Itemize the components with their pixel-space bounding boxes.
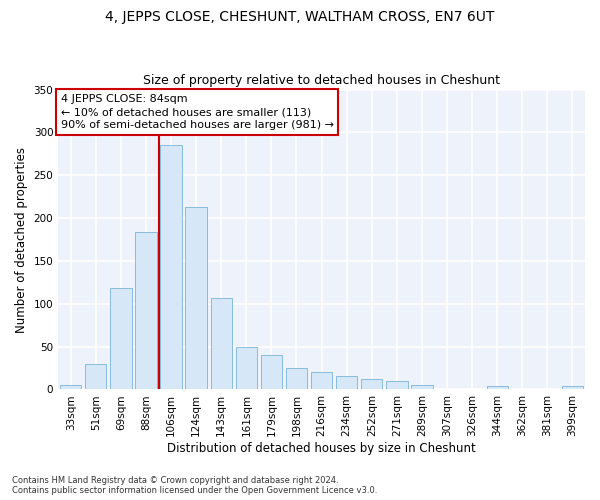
Text: 4 JEPPS CLOSE: 84sqm
← 10% of detached houses are smaller (113)
90% of semi-deta: 4 JEPPS CLOSE: 84sqm ← 10% of detached h… (61, 94, 334, 130)
Bar (411, 385, 433, 390)
Bar (336, 376, 358, 390)
X-axis label: Distribution of detached houses by size in Cheshunt: Distribution of detached houses by size … (167, 442, 476, 455)
Bar (286, 368, 307, 390)
Y-axis label: Number of detached properties: Number of detached properties (15, 146, 28, 332)
Bar (361, 379, 382, 390)
Bar (160, 146, 182, 390)
Bar (136, 232, 157, 390)
Title: Size of property relative to detached houses in Cheshunt: Size of property relative to detached ho… (143, 74, 500, 87)
Bar (562, 386, 583, 390)
Text: Contains HM Land Registry data © Crown copyright and database right 2024.
Contai: Contains HM Land Registry data © Crown c… (12, 476, 377, 495)
Bar (236, 346, 257, 390)
Bar (261, 355, 282, 390)
Bar (211, 298, 232, 390)
Bar (185, 207, 207, 390)
Bar (311, 372, 332, 390)
Bar (487, 386, 508, 390)
Bar (60, 385, 82, 390)
Bar (85, 364, 106, 390)
Text: 4, JEPPS CLOSE, CHESHUNT, WALTHAM CROSS, EN7 6UT: 4, JEPPS CLOSE, CHESHUNT, WALTHAM CROSS,… (106, 10, 494, 24)
Bar (110, 288, 131, 390)
Bar (386, 381, 407, 390)
